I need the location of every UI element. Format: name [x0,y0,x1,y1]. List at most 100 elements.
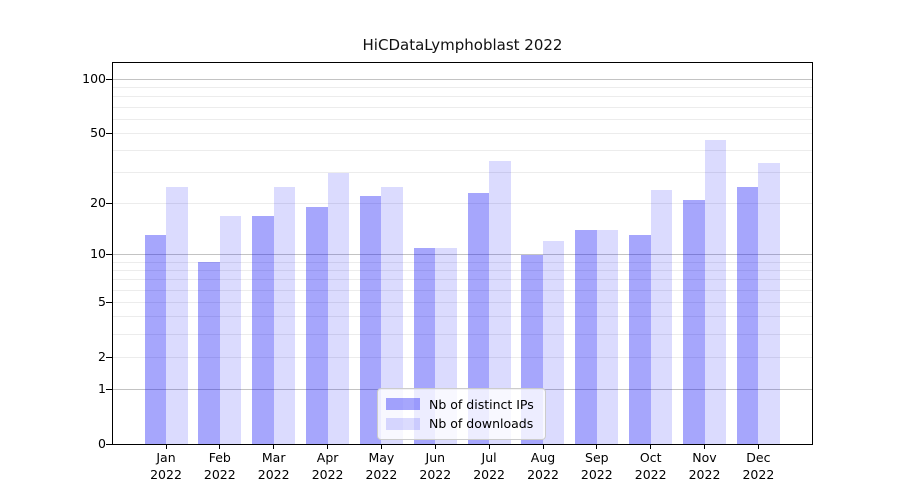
gridline-minor [113,356,812,358]
y-tick [106,356,112,358]
bar-downloads-oct [650,189,673,444]
x-tick-month: Oct [639,450,662,465]
x-tick-label: Aug 2022 [513,450,573,483]
x-tick [380,444,382,449]
bar-distinct-ips-apr [306,207,328,444]
x-tick-month: May [368,450,395,465]
x-tick-year: 2022 [311,466,344,482]
x-tick [327,444,329,449]
x-tick [165,444,167,449]
x-tick-year: 2022 [257,466,290,482]
legend-swatch-downloads-icon [386,417,420,430]
y-tick [106,254,112,255]
x-tick-year: 2022 [150,466,182,482]
x-tick-label: Feb 2022 [190,450,250,483]
y-tick-label: 100 [82,71,106,87]
x-tick-label: Oct 2022 [621,450,681,483]
gridline-minor [113,333,812,335]
y-tick [106,78,112,80]
y-tick-label: 50 [90,125,106,141]
bar-downloads-aug [542,241,565,444]
x-tick-month: Sep [585,450,609,465]
y-tick [106,388,112,390]
x-tick [273,444,275,449]
legend: Nb of distinct IPs Nb of downloads [377,388,546,440]
x-tick-month: Feb [208,450,231,465]
x-tick-year: 2022 [203,466,236,482]
x-tick-month: Dec [746,450,771,465]
gridline-minor [113,269,812,271]
bar-distinct-ips-sep [575,230,597,444]
gridline-major [113,254,812,255]
bar-distinct-ips-oct [629,235,651,444]
bar-distinct-ips-jan [144,235,166,444]
gridline-major [113,78,812,80]
x-tick [488,444,490,449]
bar-distinct-ips-may [359,196,382,444]
y-tick-label: 2 [98,349,106,365]
x-tick [542,444,544,449]
legend-item-distinct-ips: Nb of distinct IPs [386,397,537,412]
x-tick-month: Jul [481,450,497,465]
bar-downloads-mar [273,186,296,444]
bar-downloads-apr [327,172,350,444]
y-tick [106,202,112,204]
bar-downloads-jul [489,160,511,444]
legend-label-distinct-ips: Nb of distinct IPs [429,396,534,412]
bar-downloads-feb [219,215,242,444]
x-tick [596,444,598,449]
bar-downloads-sep [596,230,619,444]
legend-label-downloads: Nb of downloads [429,416,534,432]
chart-title: HiCDataLymphoblast 2022 [362,36,563,54]
x-tick-year: 2022 [742,466,775,482]
y-tick-label: 0 [98,436,106,451]
bar-distinct-ips-feb [198,262,220,444]
x-tick-label: Nov 2022 [675,450,735,483]
gridline-minor [113,202,812,204]
gridline-minor [113,106,812,108]
bar-distinct-ips-mar [252,215,274,444]
gridline-minor [113,301,812,303]
gridline-minor [113,118,812,120]
x-tick-month: Jun [425,450,446,465]
x-tick [757,444,759,449]
bar-distinct-ips-jul [467,192,490,444]
gridline-minor [113,87,812,88]
bar-downloads-nov [704,139,726,444]
gridline-minor [113,289,812,291]
x-tick-month: Mar [261,450,286,465]
x-tick-month: Nov [692,450,717,465]
x-tick-label: May 2022 [351,450,411,483]
bar-distinct-ips-dec [736,186,759,444]
x-tick-label: Apr 2022 [298,450,358,483]
x-tick-year: 2022 [365,466,398,482]
gridline-minor [113,96,812,98]
gridline-minor [113,132,812,134]
y-tick [106,132,112,134]
x-tick-month: Jan [156,450,176,465]
bar-distinct-ips-nov [683,199,705,444]
bar-downloads-jan [166,186,188,444]
y-tick [106,443,112,445]
x-tick-month: Apr [316,450,339,465]
x-tick-label: Mar 2022 [244,450,304,483]
x-tick [704,444,705,449]
gridline-minor [113,150,812,151]
legend-swatch-distinct-ips-icon [386,398,420,411]
x-tick-label: Jun 2022 [405,450,465,483]
plot-area [112,62,813,445]
gridline-minor [113,261,812,263]
x-tick [434,444,436,449]
x-tick-label: Jan 2022 [136,450,196,483]
y-tick-label: 1 [98,381,106,397]
x-tick [219,444,221,449]
x-tick-year: 2022 [634,466,667,482]
gridline-minor [113,279,812,281]
gridline-minor [113,316,812,318]
x-tick-year: 2022 [688,466,721,482]
x-tick-month: Aug [530,450,556,465]
x-tick [650,444,652,449]
x-tick-year: 2022 [473,466,505,482]
x-tick-label: Sep 2022 [567,450,627,483]
